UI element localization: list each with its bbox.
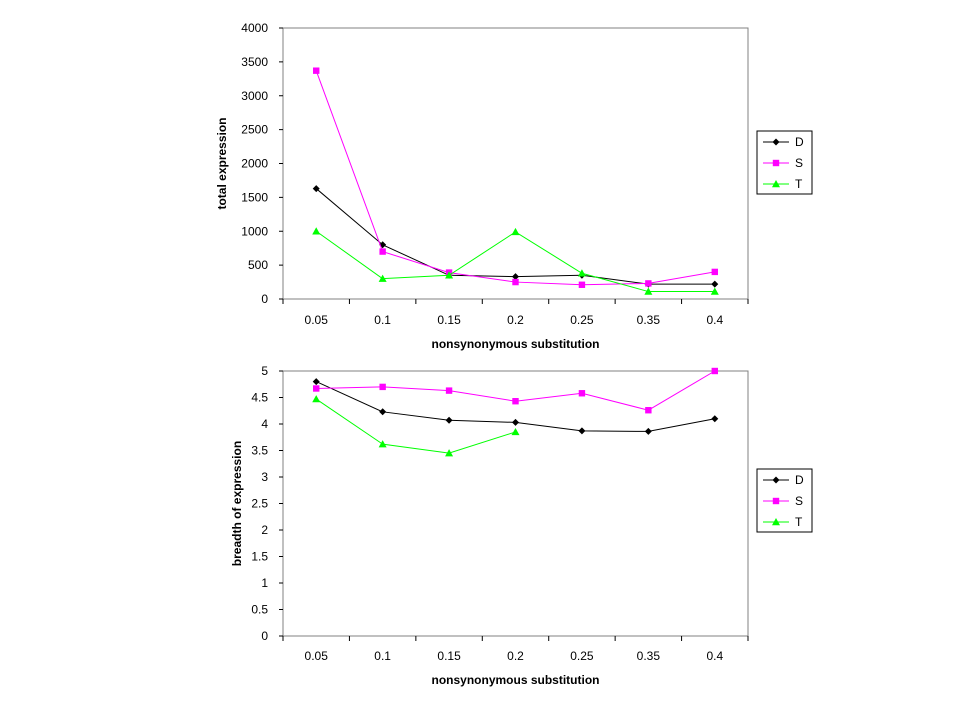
legend-marker-S [772, 497, 780, 505]
y-tick-label: 3500 [241, 55, 268, 69]
data-point-S [512, 278, 519, 286]
x-tick-label: 0.1 [374, 313, 391, 327]
data-point-D [644, 427, 652, 435]
data-point-T [644, 287, 653, 295]
data-point-T [511, 427, 520, 436]
y-tick-label: 5 [261, 364, 268, 378]
x-tick-label: 0.4 [706, 313, 723, 327]
x-axis-label: nonsynonymous substitution [432, 337, 600, 351]
y-tick-label: 1500 [241, 190, 268, 204]
data-point-T [378, 440, 387, 448]
y-tick-label: 3 [261, 470, 268, 484]
y-axis-label: breadth of expression [230, 441, 244, 566]
data-point-D [578, 427, 586, 435]
x-tick-label: 0.2 [507, 649, 524, 663]
y-tick-label: 0.5 [251, 603, 268, 617]
legend-label-D: D [795, 473, 804, 487]
x-tick-label: 0.05 [305, 313, 329, 327]
data-point-D [445, 416, 453, 424]
data-point-S [645, 407, 652, 414]
y-tick-label: 4 [261, 417, 268, 431]
data-point-D [379, 408, 387, 416]
legend-label-S: S [795, 156, 803, 170]
x-tick-label: 0.1 [374, 649, 391, 663]
y-tick-label: 3000 [241, 89, 268, 103]
data-point-T [710, 287, 719, 295]
data-point-T [511, 227, 520, 236]
data-point-D [312, 185, 320, 193]
data-point-T [445, 271, 454, 279]
data-point-T [312, 227, 321, 235]
data-point-T [312, 395, 321, 403]
data-point-T [445, 449, 454, 457]
y-tick-label: 4000 [241, 21, 268, 35]
x-tick-label: 0.25 [570, 313, 594, 327]
plot-area [282, 370, 749, 637]
series-S [313, 367, 718, 414]
y-tick-label: 3.5 [251, 444, 268, 458]
legend-marker-D [772, 138, 780, 146]
x-tick-label: 0.05 [305, 649, 329, 663]
y-tick-label: 0 [261, 629, 268, 643]
x-tick-label: 0.2 [507, 313, 524, 327]
data-point-S [313, 385, 320, 392]
legend-label-D: D [795, 135, 804, 149]
y-axis-label: total expression [215, 117, 229, 209]
data-point-S [711, 268, 718, 276]
legend-label-T: T [795, 177, 803, 191]
data-point-D [312, 378, 320, 386]
data-point-S [512, 398, 519, 405]
y-tick-label: 1.5 [251, 550, 268, 564]
x-axis-label: nonsynonymous substitution [432, 673, 600, 687]
data-point-S [578, 390, 586, 397]
data-point-D [512, 273, 519, 281]
legend: DST [756, 130, 813, 195]
data-point-T [577, 269, 586, 277]
x-tick-label: 0.4 [706, 649, 723, 663]
series-T [312, 395, 520, 457]
legend-marker-T [772, 180, 780, 188]
data-point-S [711, 367, 718, 375]
x-tick-label: 0.35 [637, 649, 661, 663]
series-D [312, 378, 719, 435]
y-tick-label: 2500 [241, 123, 268, 137]
series-T [312, 227, 719, 295]
y-tick-label: 1000 [241, 224, 268, 238]
data-point-S [313, 67, 320, 74]
legend-label-T: T [795, 515, 803, 529]
series-line-T [315, 398, 516, 454]
y-tick-label: 2000 [241, 157, 268, 171]
legend-marker-D [772, 476, 780, 484]
chart-2: 0 0.5 1 1.5 2 2.5 3 3.5 4 4.5 5 0.05 0.1 0.15 0.2 0.25 0… [230, 364, 813, 687]
data-point-D [512, 418, 519, 426]
legend-marker-T [772, 518, 780, 526]
data-point-S [379, 383, 386, 391]
x-tick-label: 0.35 [637, 313, 661, 327]
y-tick-label: 2.5 [251, 497, 268, 511]
plot-area [282, 27, 749, 300]
data-point-S [578, 281, 586, 288]
data-point-D [711, 280, 719, 288]
legend: DST [756, 468, 813, 533]
y-tick-label: 500 [248, 258, 268, 272]
legend-marker-S [772, 159, 780, 167]
y-tick-label: 2 [261, 523, 268, 537]
x-tick-label: 0.15 [437, 313, 461, 327]
data-point-S [445, 387, 453, 394]
x-tick-label: 0.25 [570, 649, 594, 663]
data-point-S [645, 280, 652, 287]
y-tick-label: 0 [261, 292, 268, 306]
data-point-T [378, 274, 387, 282]
data-point-D [711, 415, 719, 423]
y-tick-label: 1 [261, 576, 268, 590]
x-tick-label: 0.15 [437, 649, 461, 663]
data-point-S [379, 248, 386, 255]
legend-label-S: S [795, 494, 803, 508]
y-tick-label: 4.5 [251, 391, 268, 405]
chart-1: 0 500 1000 1500 2000 2500 3000 3500 4000 0.05 0.1 0… [215, 21, 813, 351]
